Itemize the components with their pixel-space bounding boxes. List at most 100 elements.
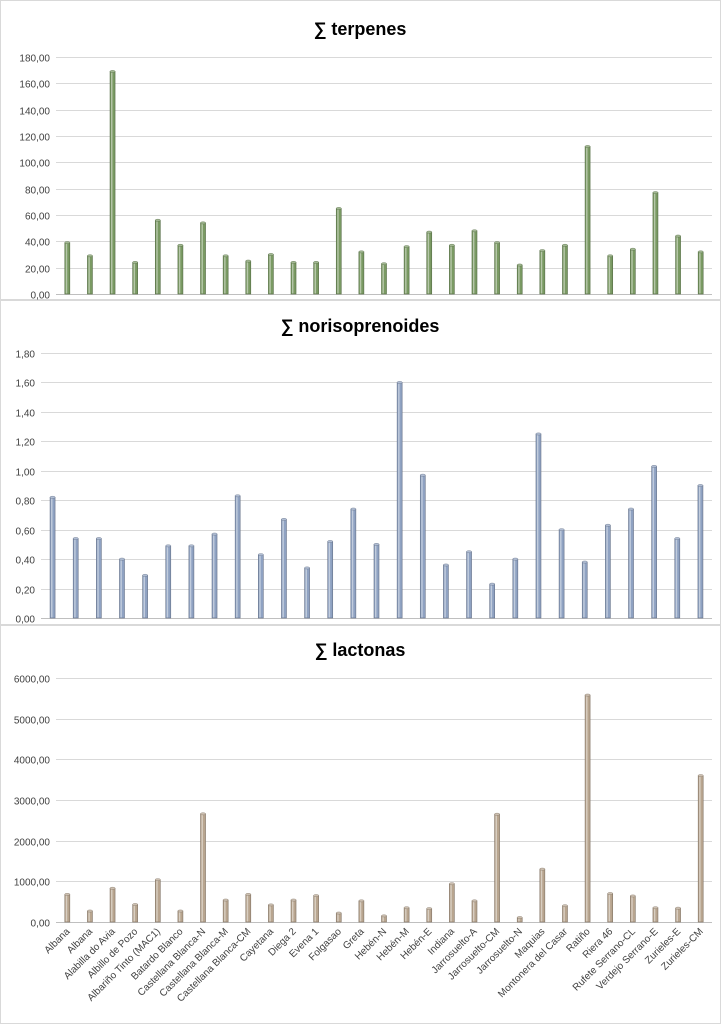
chart-2-bar-cap [165, 544, 171, 548]
chart-1-bar-cap [630, 247, 636, 251]
chart-2-bar [373, 544, 380, 619]
chart-1-bar [449, 244, 455, 295]
chart-2-bar [535, 433, 542, 619]
chart-2-bar-cap [558, 528, 565, 531]
chart-2-bar-cap [651, 465, 657, 468]
chart-3-bar [313, 895, 319, 923]
chart-1-bar-highlight [427, 232, 430, 294]
chart-2-bar [697, 485, 704, 619]
chart-2-bar-cap [582, 560, 588, 564]
chart-1-bar-highlight [563, 245, 565, 294]
chart-1-bar-highlight [540, 251, 543, 294]
chart-3-bar-highlight [314, 896, 317, 922]
chart-3-bar [539, 868, 546, 923]
chart-2-bar-highlight [398, 382, 400, 618]
chart-1-bar-highlight [676, 236, 678, 294]
chart-3-bar-highlight [405, 908, 407, 922]
chart-3-bar [426, 908, 433, 923]
chart-2-bar-cap [489, 582, 495, 586]
chart-3-bar-cap [562, 904, 568, 908]
chart-3-bar-cap [607, 892, 613, 895]
chart-3-bar-cap [449, 882, 455, 886]
chart-1-bar-cap [132, 261, 138, 264]
chart-2-bar [304, 567, 310, 619]
chart-1-bar-cap [336, 207, 342, 210]
chart-2-bar [443, 564, 449, 619]
chart-1-bar [109, 71, 116, 295]
chart-3-bar-cap [652, 906, 659, 910]
chart-1-bar [290, 262, 297, 295]
chart-2-ytick-label: 0,60 [16, 527, 36, 538]
chart-1-bar [177, 244, 184, 295]
chart-3-bar [584, 694, 591, 923]
chart-3-bar-cap [87, 909, 93, 913]
chart-1-bar-cap [245, 259, 251, 263]
chart-1-ytick-label: 20,00 [25, 265, 50, 276]
chart-3-bar-cap [697, 774, 704, 777]
chart-3-bar-highlight [337, 913, 339, 922]
chart-3-bar [222, 899, 229, 923]
chart-3-bar-cap [426, 907, 432, 910]
chart-3-bar [335, 912, 342, 923]
chart-1-bar [697, 251, 704, 295]
chart-1-ytick-label: 160,00 [19, 80, 50, 91]
chart-1-bar-highlight [495, 243, 497, 294]
chart-1-bar [471, 230, 478, 295]
chart-1-bar-highlight [111, 71, 113, 294]
chart-3-bar-cap [539, 867, 546, 871]
chart-1-bar-cap [584, 145, 591, 148]
chart-3-bar-highlight [427, 909, 430, 922]
chart-2-bar [327, 541, 334, 619]
chart-2-bar-highlight [698, 486, 701, 618]
chart-3-bar [697, 775, 704, 923]
chart-2-bar [396, 382, 403, 619]
chart-1-bar-cap [177, 243, 184, 247]
chart-1-bar [154, 219, 161, 295]
chart-2-ytick-label: 0,20 [16, 586, 36, 597]
chart-2-bar-cap [697, 484, 704, 487]
chart-1-bar-highlight [88, 256, 90, 294]
chart-1-bar-highlight [133, 262, 136, 294]
chart-2-ytick-label: 1,20 [16, 438, 36, 449]
chart-2-bar [466, 551, 472, 619]
chart-2-ytick-label: 0,40 [16, 556, 36, 567]
chart-2-bar-cap [234, 494, 241, 498]
chart-1-ytick-label: 60,00 [25, 212, 50, 223]
chart-2-bar-cap [466, 550, 472, 554]
chart-2-bar-cap [535, 432, 542, 436]
chart-3-bar-highlight [178, 911, 181, 922]
chart-3-bar [562, 905, 568, 923]
chart-2-ytick-label: 0,80 [16, 497, 36, 508]
chart-1-ytick-label: 120,00 [19, 133, 50, 144]
chart-3-bar-highlight [472, 901, 475, 922]
chart-1-bar [516, 264, 523, 295]
chart-2-bar-highlight [143, 575, 146, 618]
chart-1-bar [200, 222, 206, 295]
chart-3-bar-cap [313, 894, 319, 897]
chart-2-ytick-label: 1,60 [16, 379, 36, 390]
chart-2-bar-highlight [166, 546, 169, 618]
chart-1-bar-cap [652, 191, 659, 194]
chart-2-bar-highlight [583, 562, 585, 618]
chart-1-bar [381, 263, 387, 295]
chart-3-bar [675, 907, 681, 923]
chart-3-bar-cap [381, 914, 387, 918]
chart-3-bar [109, 887, 116, 923]
chart-2-bar-highlight [259, 555, 261, 618]
chart-2-bar-cap [674, 537, 680, 540]
chart-3-bar [268, 904, 274, 923]
chart-1-bar-cap [109, 70, 116, 73]
chart-1-ytick-label: 100,00 [19, 159, 50, 170]
chart-3-bar-cap [177, 909, 184, 913]
chart-2-bar-highlight [606, 525, 608, 618]
chart-1-bar-highlight [178, 245, 181, 294]
chart-2-bar [258, 554, 264, 619]
chart-3-bar [154, 879, 161, 923]
chart-3-bar [471, 900, 478, 923]
chart-2-bar-cap [304, 566, 310, 570]
chart-1-bar-highlight [653, 193, 656, 294]
chart-3-bar-highlight [269, 905, 271, 922]
chart-1-bar-cap [517, 263, 523, 267]
chart-3-bar-highlight [224, 900, 226, 922]
